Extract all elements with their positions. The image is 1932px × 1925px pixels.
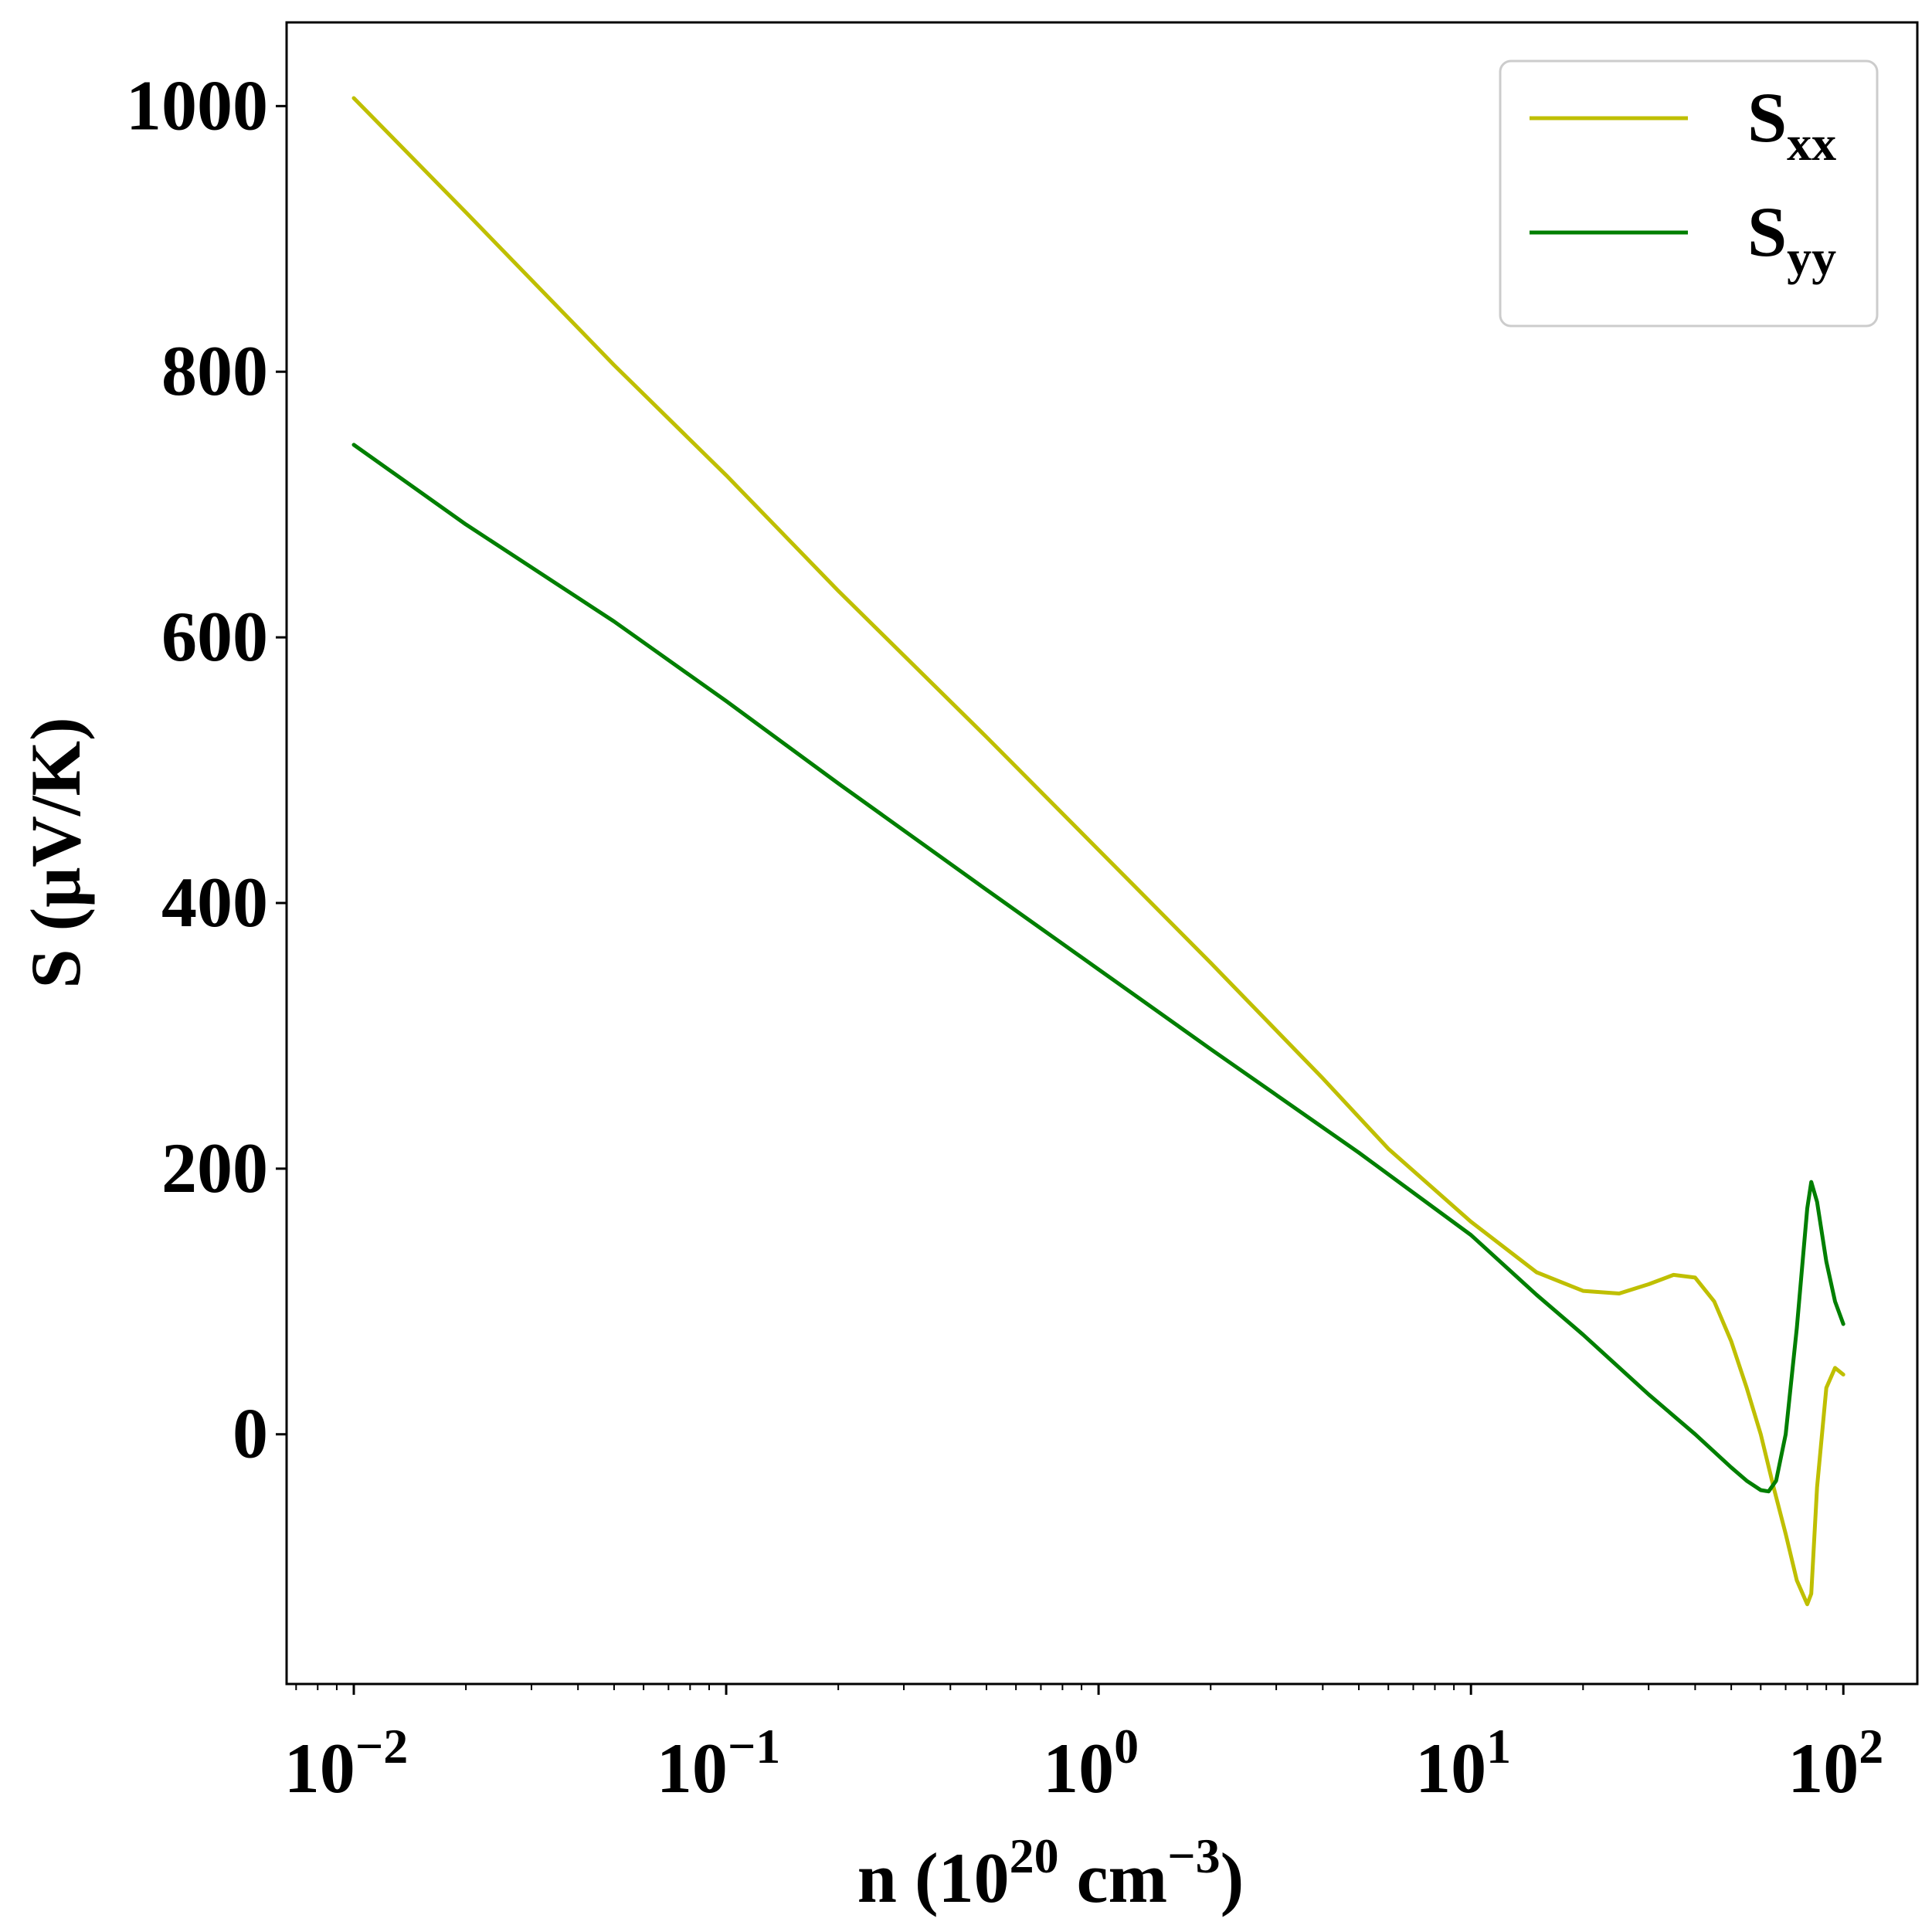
series-line-sxx [351,96,1845,1607]
legend: Sxx Syy [1499,59,1879,328]
x-tick-label: 10−2 [284,1719,408,1808]
x-tick-label: 102 [1788,1719,1883,1808]
x-tick-label: 101 [1415,1719,1511,1808]
y-tick-label: 200 [161,1129,268,1207]
x-axis: 10−2 10−1 100 101 102 [284,1684,1883,1808]
y-tick-label: 800 [161,331,268,410]
legend-label-sxx: Sxx [1747,78,1836,171]
y-tick-label: 600 [161,597,268,676]
x-tick-label: 10−1 [657,1719,780,1808]
y-tick-label: 0 [233,1394,268,1473]
y-axis: 0 200 400 600 800 1000 [126,66,287,1473]
y-tick-label: 400 [161,863,268,942]
series-layer [351,96,1845,1607]
y-axis-label: S (μV/K) [16,717,95,988]
x-tick-label: 100 [1043,1719,1139,1808]
legend-frame [1499,59,1879,328]
y-tick-label: 1000 [126,66,268,144]
series-line-syy [351,443,1845,1494]
legend-label-syy: Syy [1747,192,1836,285]
x-axis-label: n (1020 cm−3) [857,1828,1244,1917]
plot-frame [285,21,1919,1686]
